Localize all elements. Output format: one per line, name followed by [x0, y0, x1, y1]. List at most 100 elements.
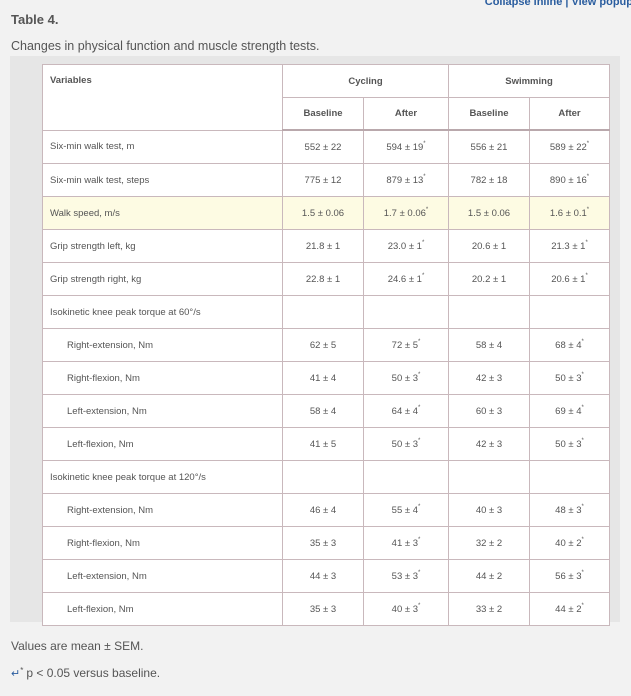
value-cell: 20.6 ± 1*: [528, 262, 611, 296]
cell-value: 24.6 ± 1: [387, 273, 422, 285]
cell-value: 20.6 ± 1: [551, 273, 586, 285]
value-cell: 1.6 ± 0.1*: [528, 196, 611, 230]
significance-marker: *: [421, 272, 425, 279]
significance-marker: *: [418, 569, 421, 576]
group-header-row: Variables Cycling Swimming: [42, 64, 611, 131]
value-cell: 782 ± 18: [448, 163, 530, 197]
value-cell: 40 ± 2*: [528, 526, 611, 560]
value-cell: 20.6 ± 1: [448, 229, 530, 263]
subheader-swimming-after: After: [528, 97, 611, 131]
cell-value: 589 ± 22: [549, 141, 587, 153]
value-cell: 50 ± 3*: [528, 427, 611, 461]
subheader-cycling-after: After: [363, 97, 449, 131]
row-label: Right-flexion, Nm: [42, 526, 283, 560]
significance-marker: *: [581, 536, 584, 543]
cell-value: 20.6 ± 1: [471, 240, 507, 252]
value-cell: 23.0 ± 1*: [363, 229, 449, 263]
collapse-inline-link[interactable]: Collapse inline: [484, 0, 563, 8]
value-cell: 55 ± 4*: [363, 493, 449, 527]
value-cell: [448, 460, 530, 494]
value-cell: 879 ± 13*: [363, 163, 449, 197]
view-popup-link[interactable]: View popup: [571, 0, 631, 8]
significance-marker: *: [581, 404, 584, 411]
cell-value: 40 ± 3: [391, 603, 418, 615]
significance-marker: *: [418, 536, 421, 543]
value-cell: 42 ± 3: [448, 361, 530, 395]
value-cell: 589 ± 22*: [528, 129, 611, 164]
value-cell: 50 ± 3*: [363, 361, 449, 395]
significance-marker: *: [418, 371, 421, 378]
cell-value: 44 ± 2: [475, 570, 503, 582]
row-label: Left-flexion, Nm: [42, 427, 283, 461]
cell-value: 50 ± 3: [555, 372, 582, 384]
value-cell: [363, 460, 449, 494]
value-cell: 41 ± 3*: [363, 526, 449, 560]
section-row: Isokinetic knee peak torque at 120°/s: [42, 460, 611, 494]
cell-value: 50 ± 3: [391, 372, 418, 384]
significance-marker: *: [418, 437, 421, 444]
value-cell: 21.8 ± 1: [282, 229, 364, 263]
value-cell: [528, 460, 611, 494]
value-cell: 35 ± 3: [282, 526, 364, 560]
value-cell: 44 ± 2: [448, 559, 530, 593]
cell-value: 20.2 ± 1: [471, 273, 507, 285]
cell-value: 44 ± 2: [555, 603, 582, 615]
return-arrow-icon[interactable]: ↵: [11, 668, 21, 680]
cell-value: 1.5 ± 0.06: [467, 207, 511, 219]
subheader-row: Baseline After Baseline After: [43, 97, 611, 131]
footnote-significance: ↵* p < 0.05 versus baseline.: [11, 666, 160, 680]
cell-value: 21.8 ± 1: [305, 240, 341, 252]
value-cell: [528, 295, 611, 329]
row-label: Six-min walk test, steps: [42, 163, 283, 197]
value-cell: 62 ± 5: [282, 328, 364, 362]
cell-value: 41 ± 3: [391, 537, 418, 549]
value-cell: 775 ± 12: [282, 163, 364, 197]
table-row: Six-min walk test, steps 775 ± 12 879 ± 13…: [42, 163, 611, 197]
group-header-cycling: Cycling: [282, 64, 449, 98]
table-row: Right-flexion, Nm 41 ± 4 50 ± 3* 42 ± 3 50 ±…: [42, 361, 611, 395]
cell-value: 552 ± 22: [304, 141, 342, 153]
value-cell: 41 ± 5: [282, 427, 364, 461]
significance-marker: *: [418, 503, 421, 510]
cell-value: 556 ± 21: [470, 141, 508, 153]
significance-marker: *: [418, 338, 421, 345]
cell-value: 594 ± 19: [386, 141, 424, 153]
cell-value: 35 ± 3: [309, 537, 337, 549]
value-cell: 58 ± 4: [448, 328, 530, 362]
top-links: Collapse inline | View popup: [485, 0, 631, 8]
cell-value: 53 ± 3: [391, 570, 418, 582]
row-label: Right-flexion, Nm: [42, 361, 283, 395]
cell-value: 50 ± 3: [391, 438, 418, 450]
cell-value: 56 ± 3: [555, 570, 582, 582]
section-row: Isokinetic knee peak torque at 60°/s: [42, 295, 611, 329]
value-cell: 1.5 ± 0.06: [448, 196, 530, 230]
value-cell: 68 ± 4*: [528, 328, 611, 362]
value-cell: 24.6 ± 1*: [363, 262, 449, 296]
table-row: Left-extension, Nm 58 ± 4 64 ± 4* 60 ± 3 69 …: [42, 394, 611, 428]
value-cell: 53 ± 3*: [363, 559, 449, 593]
table-row: Six-min walk test, m 552 ± 22 594 ± 19* 556…: [42, 129, 611, 164]
value-cell: 50 ± 3*: [363, 427, 449, 461]
significance-marker: *: [581, 371, 584, 378]
row-label: Grip strength left, kg: [42, 229, 283, 263]
value-cell: [282, 460, 364, 494]
value-cell: 69 ± 4*: [528, 394, 611, 428]
significance-marker: *: [581, 569, 584, 576]
value-cell: 890 ± 16*: [528, 163, 611, 197]
table-title: Table 4.: [11, 12, 59, 27]
value-cell: 33 ± 2: [448, 592, 530, 626]
value-cell: 32 ± 2: [448, 526, 530, 560]
significance-marker: *: [425, 206, 429, 213]
value-cell: 50 ± 3*: [528, 361, 611, 395]
value-cell: 556 ± 21: [448, 129, 530, 164]
cell-value: 782 ± 18: [470, 174, 508, 186]
value-cell: 56 ± 3*: [528, 559, 611, 593]
cell-value: 33 ± 2: [475, 603, 503, 615]
table-body: Six-min walk test, m 552 ± 22 594 ± 19* 556…: [42, 129, 611, 626]
significance-note: p < 0.05 versus baseline.: [26, 666, 161, 680]
cell-value: 42 ± 3: [475, 372, 503, 384]
table-row: Walk speed, m/s 1.5 ± 0.06 1.7 ± 0.06* 1.5 …: [42, 196, 611, 230]
table-caption: Changes in physical function and muscle …: [11, 39, 320, 53]
row-label: Left-flexion, Nm: [42, 592, 283, 626]
cell-value: 22.8 ± 1: [305, 273, 341, 285]
